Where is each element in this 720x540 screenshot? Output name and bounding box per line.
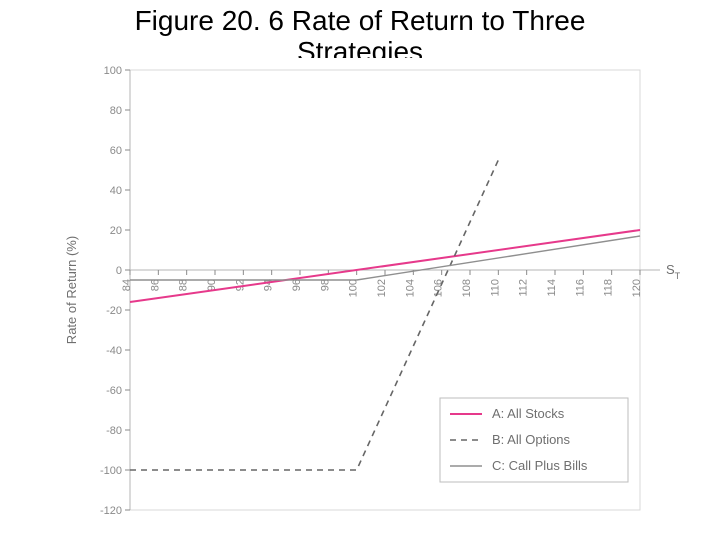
x-tick-label: 102 bbox=[376, 279, 388, 297]
x-tick-label: 114 bbox=[546, 279, 558, 297]
x-tick-label: 116 bbox=[574, 279, 586, 297]
x-tick-label: 86 bbox=[149, 279, 161, 291]
y-tick-label: 20 bbox=[110, 225, 122, 237]
x-tick-label: 98 bbox=[319, 279, 331, 291]
y-tick-label: -80 bbox=[106, 425, 122, 437]
y-tick-label: 100 bbox=[104, 65, 122, 77]
y-tick-label: -60 bbox=[106, 385, 122, 397]
x-tick-label: 120 bbox=[631, 279, 643, 297]
x-tick-label: 100 bbox=[348, 279, 360, 297]
x-tick-label: 112 bbox=[518, 279, 530, 297]
y-tick-label: -40 bbox=[106, 345, 122, 357]
rate-of-return-chart: -120-100-80-60-40-2002040608010084868890… bbox=[0, 58, 720, 540]
x-tick-label: 84 bbox=[121, 279, 133, 291]
y-tick-label: 0 bbox=[116, 265, 122, 277]
y-tick-label: -20 bbox=[106, 305, 122, 317]
x-tick-label: 88 bbox=[178, 279, 190, 291]
legend-label: A: All Stocks bbox=[492, 406, 565, 421]
y-tick-label: 40 bbox=[110, 185, 122, 197]
x-tick-label: 118 bbox=[603, 279, 615, 297]
x-tick-label: 96 bbox=[291, 279, 303, 291]
legend-label: B: All Options bbox=[492, 432, 571, 447]
x-tick-label: 110 bbox=[489, 279, 501, 297]
y-tick-label: 80 bbox=[110, 105, 122, 117]
y-tick-label: -100 bbox=[100, 465, 122, 477]
x-tick-label: 108 bbox=[461, 279, 473, 297]
legend-label: C: Call Plus Bills bbox=[492, 458, 588, 473]
y-axis-label: Rate of Return (%) bbox=[64, 236, 79, 344]
y-tick-label: -120 bbox=[100, 505, 122, 517]
title-line-1: Figure 20. 6 Rate of Return to Three bbox=[135, 5, 586, 36]
x-tick-label: 104 bbox=[404, 279, 416, 297]
y-tick-label: 60 bbox=[110, 145, 122, 157]
chart-container: -120-100-80-60-40-2002040608010084868890… bbox=[0, 58, 720, 540]
